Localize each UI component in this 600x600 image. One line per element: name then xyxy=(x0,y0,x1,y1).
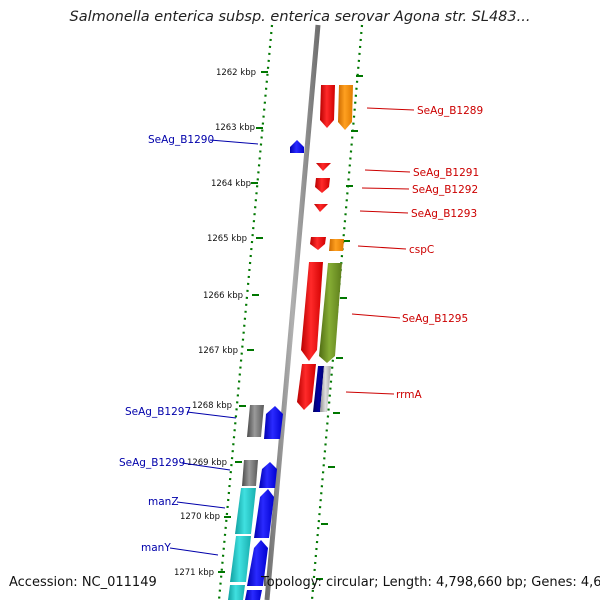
reverse-genes xyxy=(228,140,304,600)
gene-label[interactable]: SeAg_B1292 xyxy=(412,184,478,196)
gene-gray-2[interactable] xyxy=(242,460,258,486)
gene-seag-b1292[interactable] xyxy=(315,178,330,193)
genome-info-text: Topology: circular; Length: 4,798,660 bp… xyxy=(261,575,600,590)
tick-label: 1266 kbp xyxy=(203,291,243,301)
gene-seag-b1297[interactable] xyxy=(264,406,283,439)
label-line xyxy=(357,245,407,250)
gene-rrma-silver[interactable] xyxy=(320,366,331,412)
gene-gray-1[interactable] xyxy=(247,405,264,437)
gene-seag-b1299[interactable] xyxy=(259,462,277,488)
gene-label[interactable]: SeAg_B1295 xyxy=(402,313,468,325)
tick-label: 1265 kbp xyxy=(207,234,247,244)
gene-red-rrma[interactable] xyxy=(297,364,316,410)
backbone xyxy=(264,24,321,600)
label-line xyxy=(361,187,410,190)
label-line xyxy=(186,411,237,419)
left-dotted-track xyxy=(217,24,274,600)
gene-seag-b1289[interactable] xyxy=(320,85,335,128)
label-line xyxy=(359,210,409,214)
tick-marks xyxy=(218,71,363,580)
gene-teal-2[interactable] xyxy=(230,536,251,582)
gene-blue-last[interactable] xyxy=(245,590,262,600)
gene-label[interactable]: cspC xyxy=(409,244,434,256)
gene-seag-b1289-b[interactable] xyxy=(338,85,353,130)
gene-manz[interactable] xyxy=(254,489,274,538)
label-line xyxy=(345,391,395,395)
gene-label[interactable]: manY xyxy=(141,542,171,554)
gene-label[interactable]: rrmA xyxy=(396,389,422,401)
gene-seag-b1295[interactable] xyxy=(319,263,342,363)
accession-text: Accession: NC_011149 xyxy=(9,575,157,590)
tick-label: 1271 kbp xyxy=(174,568,214,578)
gene-label[interactable]: manZ xyxy=(148,496,179,508)
label-line xyxy=(351,313,401,319)
gene-red-long[interactable] xyxy=(301,262,323,361)
gene-many[interactable] xyxy=(247,540,268,586)
map-title: Salmonella enterica subsp. enterica sero… xyxy=(69,9,531,25)
tick-label: 1267 kbp xyxy=(198,346,238,356)
tick-label: 1262 kbp xyxy=(216,68,256,78)
gene-label[interactable]: SeAg_B1290 xyxy=(148,134,214,146)
gene-teal-3[interactable] xyxy=(228,585,245,600)
gene-cspc[interactable] xyxy=(329,239,344,251)
tick-label: 1270 kbp xyxy=(180,512,220,522)
label-line xyxy=(209,139,259,145)
gene-label[interactable]: SeAg_B1289 xyxy=(417,105,483,117)
tick-label: 1263 kbp xyxy=(215,123,255,133)
label-line xyxy=(366,107,415,111)
label-line xyxy=(181,462,231,471)
gene-cspc-red[interactable] xyxy=(310,237,326,250)
gene-label[interactable]: SeAg_B1293 xyxy=(411,208,477,220)
gene-seag-b1290[interactable] xyxy=(290,140,304,153)
tick-label: 1264 kbp xyxy=(211,179,251,189)
gene-label[interactable]: SeAg_B1297 xyxy=(125,406,191,418)
gene-seag-b1291[interactable] xyxy=(316,163,331,171)
gene-teal-1[interactable] xyxy=(235,488,256,534)
forward-genes xyxy=(297,85,353,412)
tick-label: 1269 kbp xyxy=(187,458,227,468)
gene-label[interactable]: SeAg_B1291 xyxy=(413,167,479,179)
tick-label: 1268 kbp xyxy=(192,401,232,411)
label-line xyxy=(176,501,226,509)
gene-rrma-navy[interactable] xyxy=(313,366,324,412)
gene-label[interactable]: SeAg_B1299 xyxy=(119,457,185,469)
gene-seag-b1293[interactable] xyxy=(314,204,328,212)
label-line xyxy=(169,547,219,556)
label-line xyxy=(364,169,411,173)
